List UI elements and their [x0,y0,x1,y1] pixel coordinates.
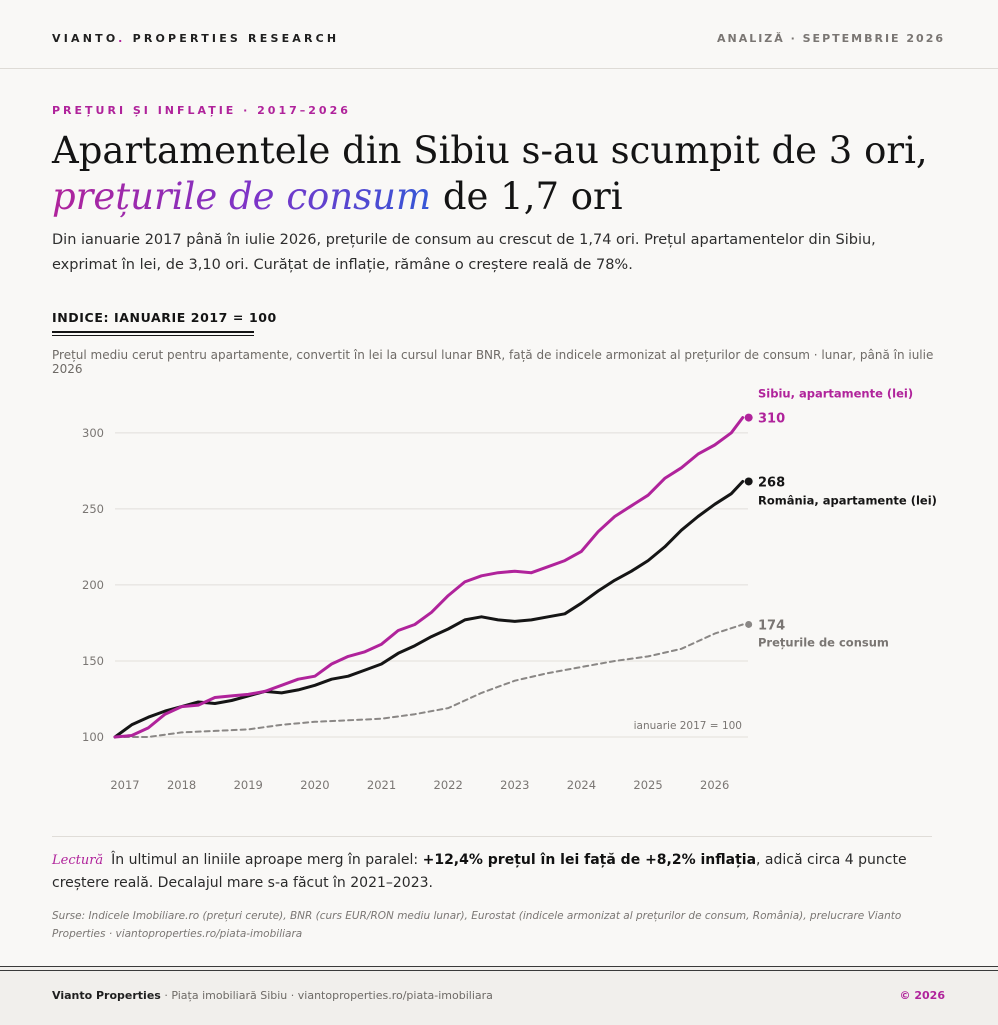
top-bar: VIANTO. PROPERTIES RESEARCH ANALIZĂ · SE… [0,0,998,69]
headline-accent: prețurile de consum [52,175,432,218]
sources-note: Surse: Indicele Imobiliare.ro (prețuri c… [52,910,902,940]
x-tick-label: 2025 [633,778,662,792]
x-tick-label: 2019 [234,778,263,792]
y-tick-label: 250 [82,502,104,516]
x-tick-label: 2020 [300,778,329,792]
footer-copyright: © 2026 [899,989,945,1002]
y-tick-label: 150 [82,654,104,668]
issue-label: ANALIZĂ · SEPTEMBRIE 2026 [716,32,945,45]
footer-links[interactable]: · Piața imobiliară Sibiu · viantopropert… [160,989,493,1002]
series-end-dot-0 [744,413,753,422]
x-tick-label: 2022 [434,778,463,792]
article-headline: Apartamentele din Sibiu s-au scumpit de … [52,128,952,220]
reading-text-after: , adică circa 4 puncte creștere reală. D… [52,852,907,891]
x-tick-label: 2024 [567,778,596,792]
x-tick-label: 2018 [167,778,196,792]
series-line-1 [113,480,745,739]
article-kicker: PREȚURI ȘI INFLAȚIE · 2017–2026 [52,104,351,117]
brand-dot: . [118,32,126,45]
series-end-dot-2 [745,620,753,628]
x-tick-label: 2021 [367,778,396,792]
article-intro: Din ianuarie 2017 până în iulie 2026, pr… [52,232,876,273]
headline-line1: Apartamentele din Sibiu s-au scumpit de … [52,129,928,172]
y-tick-label: 200 [82,578,104,592]
series-line-2 [114,623,744,738]
brand-name: VIANTO [52,32,119,45]
end-value-romania: 268 [758,475,785,490]
series-name-cpi: Prețurile de consum [758,635,889,649]
series-name-romania: România, apartamente (lei) [758,493,937,507]
series-line-0 [113,416,745,739]
reading-note: Lectură În ultimul an liniile aproape mer… [52,849,942,895]
index-rule-thin [52,335,254,336]
reading-tag: Lectură [52,853,104,868]
reading-text-before: În ultimul an liniile aproape merg în pa… [111,852,423,868]
page-footer: Vianto Properties · Piața imobiliară Sib… [0,966,998,1025]
reading-text-bold: +12,4% prețul în lei față de +8,2% infla… [422,852,757,868]
chart-subtitle: Prețul mediu cerut pentru apartamente, c… [52,348,934,376]
index-rule [52,331,254,333]
headline-rest: de 1,7 ori [442,175,623,218]
end-value-sibiu: 310 [758,412,785,427]
footer-credits: Vianto Properties · Piața imobiliară Sib… [52,989,493,1002]
baseline-note: ianuarie 2017 = 100 [634,720,742,732]
series-name-sibiu: Sibiu, apartamente (lei) [758,387,913,401]
x-tick-label: 2026 [700,778,729,792]
brand-suffix: PROPERTIES RESEARCH [132,32,340,45]
index-line-chart: 100 150 200 250 300 2017 2018 2019 2020 2021 2022 2… [82,387,937,792]
series-end-dot-1 [744,477,753,486]
section-divider [52,836,932,837]
index-label: INDICE: IANUARIE 2017 = 100 [52,310,277,325]
brand-wordmark[interactable]: VIANTO. PROPERTIES RESEARCH [52,32,339,45]
y-tick-label: 300 [82,426,104,440]
x-tick-label: 2023 [500,778,529,792]
footer-rule [0,970,998,971]
y-tick-label: 100 [82,730,104,744]
end-value-cpi: 174 [758,618,785,633]
footer-brand[interactable]: Vianto Properties [52,989,161,1002]
x-tick-label: 2017 [110,778,139,792]
